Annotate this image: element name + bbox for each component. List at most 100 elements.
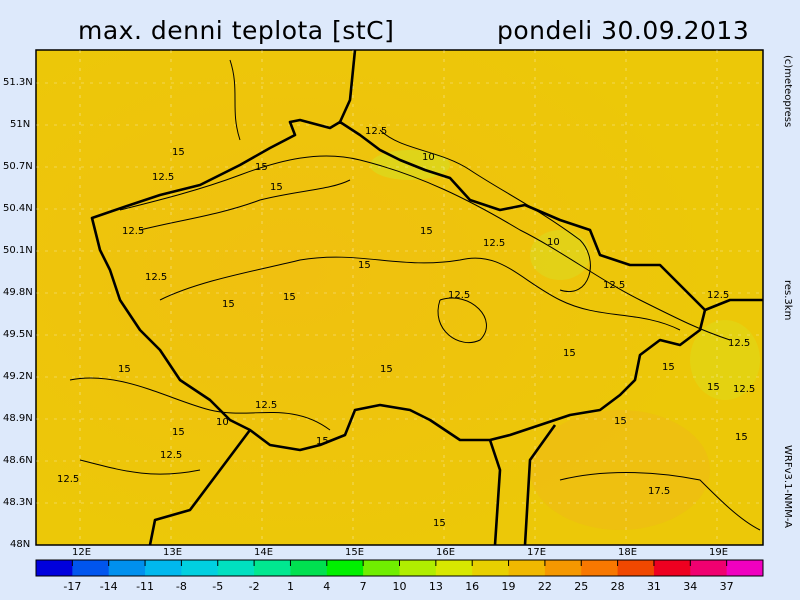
- colorbar-label: 37: [720, 580, 734, 593]
- colorbar-label: -17: [63, 580, 81, 593]
- colorbar-swatch: [581, 560, 619, 576]
- lon-label: 13E: [163, 547, 183, 558]
- contour-label: 10: [216, 417, 229, 428]
- colorbar-swatch: [472, 560, 510, 576]
- colorbar-swatch: [363, 560, 400, 576]
- colorbar-swatch: [508, 560, 546, 576]
- contour-label: 12.5: [160, 450, 182, 461]
- colorbar-label: 7: [360, 580, 367, 593]
- contour-label: 10: [547, 237, 560, 248]
- colorbar-label: -8: [176, 580, 187, 593]
- lon-label: 17E: [527, 547, 547, 558]
- colorbar-swatch: [254, 560, 291, 576]
- graticule: [36, 50, 763, 545]
- colorbar-swatch: [217, 560, 255, 576]
- contour-label: 12.5: [122, 226, 144, 237]
- colorbar-swatch: [36, 560, 73, 576]
- lat-label: 51.3N: [3, 77, 33, 88]
- lat-label: 51N: [10, 119, 31, 130]
- contour-label: 15: [316, 436, 329, 447]
- colorbar-label: -11: [136, 580, 154, 593]
- lat-label: 48.3N: [3, 497, 33, 508]
- colorbar-swatch: [653, 560, 691, 576]
- contour-label: 15: [118, 364, 131, 375]
- contour-label: 15: [735, 432, 748, 443]
- colorbar-label: 31: [647, 580, 661, 593]
- lat-label: 48N: [10, 539, 31, 550]
- contour-label: 15: [358, 260, 371, 271]
- colorbar-swatch: [108, 560, 146, 576]
- contour-label: 15: [270, 182, 283, 193]
- lat-label: 48.9N: [3, 413, 33, 424]
- lon-label: 12E: [72, 547, 92, 558]
- contour-label: 15: [283, 292, 296, 303]
- lat-label: 50.1N: [3, 245, 33, 256]
- lon-label: 14E: [254, 547, 274, 558]
- contour-label: 10: [422, 152, 435, 163]
- contour-label: 12.5: [483, 238, 505, 249]
- map-title: max. denni teplota [stC]: [78, 16, 395, 45]
- colorbar-swatch: [326, 560, 364, 576]
- contour-label: 15: [707, 382, 720, 393]
- contour-label: 15: [420, 226, 433, 237]
- contour-label: 12.5: [733, 384, 755, 395]
- lon-label: 15E: [345, 547, 365, 558]
- colorbar-swatch: [617, 560, 655, 576]
- colorbar-swatch: [145, 560, 182, 576]
- colorbar-swatch: [72, 560, 110, 576]
- colorbar-label: 13: [429, 580, 443, 593]
- colorbar-label: -2: [249, 580, 260, 593]
- colorbar-swatch: [290, 560, 328, 576]
- isotherms: [69, 59, 761, 531]
- contour-label: 15: [614, 416, 627, 427]
- lat-label: 49.8N: [3, 287, 33, 298]
- lat-label: 49.2N: [3, 371, 33, 382]
- contour-label: 15: [662, 362, 675, 373]
- colorbar-label: 34: [683, 580, 697, 593]
- colorbar-label: -5: [212, 580, 223, 593]
- colorbar-swatch: [690, 560, 728, 576]
- contour-label: 12.5: [448, 290, 470, 301]
- lat-label: 50.4N: [3, 203, 33, 214]
- contour-label: 15: [255, 162, 268, 173]
- lon-label: 16E: [436, 547, 456, 558]
- contour-label: 15: [563, 348, 576, 359]
- contour-label: 12.5: [57, 474, 79, 485]
- colorbar-label: 10: [393, 580, 407, 593]
- contour-label: 15: [433, 518, 446, 529]
- warm-area: [530, 410, 710, 530]
- contour-label: 12.5: [707, 290, 729, 301]
- contour-label: 15: [222, 299, 235, 310]
- contour-label: 15: [380, 364, 393, 375]
- contour-label: 15: [172, 147, 185, 158]
- colorbar-label: 1: [287, 580, 294, 593]
- copyright-label: (c)meteopress: [782, 55, 793, 128]
- contour-label: 17.5: [648, 486, 670, 497]
- contour-label: 12.5: [255, 400, 277, 411]
- colorbar-swatch: [181, 560, 219, 576]
- colorbar-label: -14: [100, 580, 118, 593]
- cool-area: [690, 320, 760, 400]
- resolution-label: res.3km: [782, 280, 793, 321]
- contour-label: 12.5: [365, 126, 387, 137]
- lat-label: 49.5N: [3, 329, 33, 340]
- lat-label: 48.6N: [3, 455, 33, 466]
- cool-area: [530, 230, 590, 280]
- contour-label: 15: [172, 427, 185, 438]
- colorbar-label: 16: [465, 580, 479, 593]
- contour-label: 12.5: [152, 172, 174, 183]
- colorbar-swatch: [435, 560, 473, 576]
- colorbar-swatch: [399, 560, 437, 576]
- lon-label: 19E: [709, 547, 729, 558]
- colorbar-swatch: [726, 560, 764, 576]
- map-date: pondeli 30.09.2013: [497, 16, 750, 45]
- contour-label: 12.5: [728, 338, 750, 349]
- colorbar-swatch: [544, 560, 582, 576]
- colorbar-label: 28: [611, 580, 625, 593]
- colorbar-label: 4: [323, 580, 330, 593]
- country-borders: [90, 49, 763, 546]
- lat-label: 50.7N: [3, 161, 33, 172]
- colorbar-label: 19: [502, 580, 516, 593]
- colorbar-label: 25: [574, 580, 588, 593]
- contour-label: 12.5: [145, 272, 167, 283]
